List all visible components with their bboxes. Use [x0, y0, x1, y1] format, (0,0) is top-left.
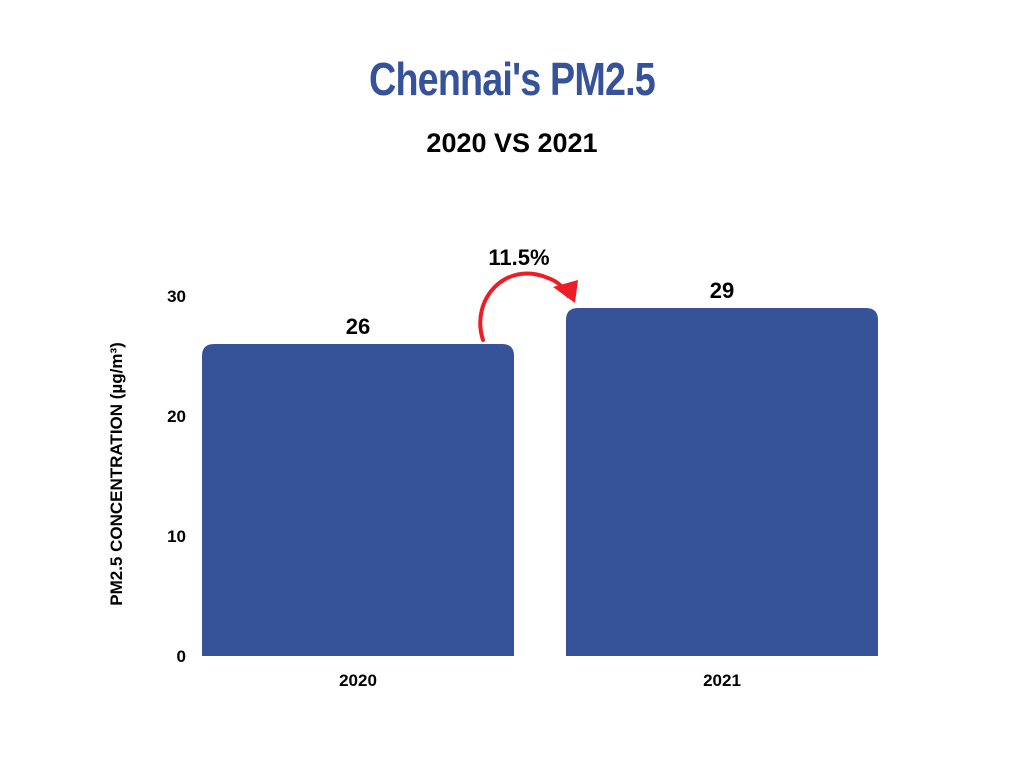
change-arrow-head — [553, 280, 578, 303]
x-tick-label: 2020 — [339, 671, 377, 690]
change-annotation: 11.5% — [488, 245, 549, 270]
change-arrow — [478, 271, 570, 342]
bar-value-label: 29 — [710, 278, 734, 303]
bar-2020 — [202, 344, 514, 656]
y-tick-label: 30 — [167, 287, 186, 306]
chart-title: Chennai's PM2.5 — [369, 53, 656, 105]
y-tick-label: 10 — [167, 527, 186, 546]
y-tick-label: 0 — [177, 647, 186, 666]
bar-value-label: 26 — [346, 314, 370, 339]
x-tick-label: 2021 — [703, 671, 741, 690]
y-tick-label: 20 — [167, 407, 186, 426]
bar-2021 — [566, 308, 878, 656]
chart-subtitle: 2020 VS 2021 — [426, 128, 598, 158]
y-axis-label: PM2.5 CONCENTRATION (µg/m³) — [107, 342, 126, 606]
